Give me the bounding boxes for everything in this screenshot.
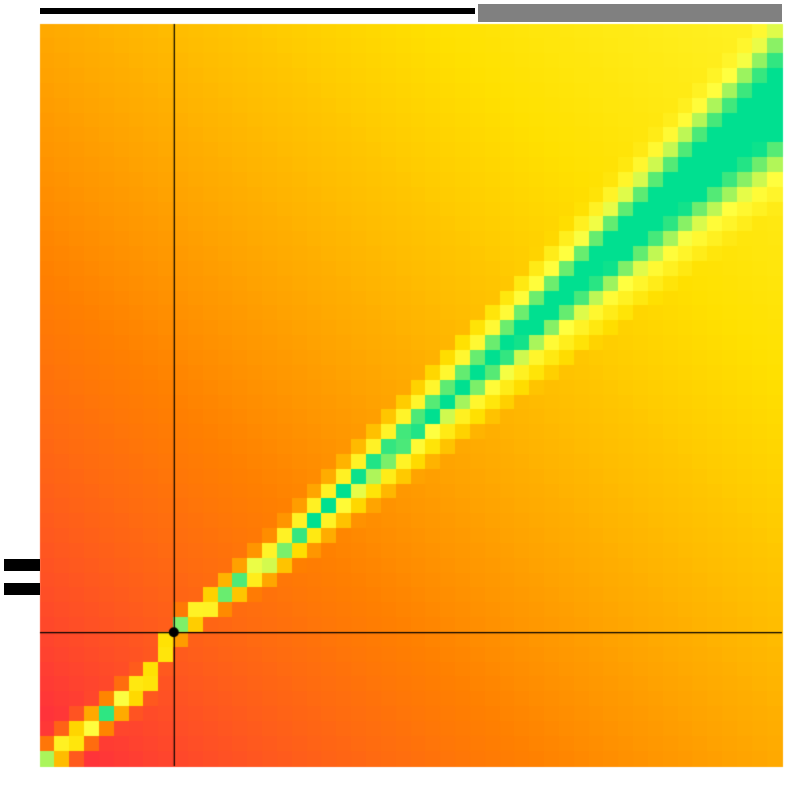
top-gray-bar <box>478 4 782 22</box>
figure-stage <box>0 0 800 800</box>
top-black-bar <box>40 8 475 14</box>
left-tick-upper <box>4 559 40 571</box>
left-tick-lower <box>4 583 40 595</box>
axes-overlay-canvas <box>0 0 800 800</box>
